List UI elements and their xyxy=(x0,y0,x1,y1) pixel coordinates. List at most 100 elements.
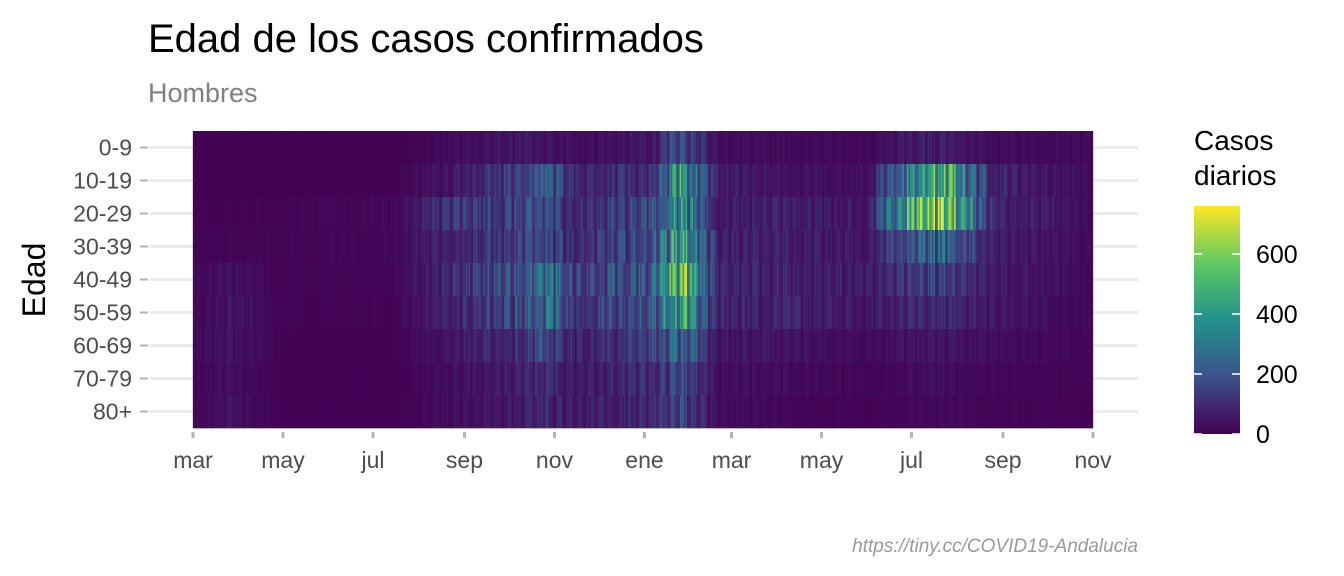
heatmap-cell xyxy=(271,164,273,198)
heatmap-cell xyxy=(619,362,622,396)
heatmap-cell xyxy=(392,362,394,396)
heatmap-cell xyxy=(898,164,900,198)
heatmap-cell xyxy=(623,131,626,165)
heatmap-cell xyxy=(917,329,920,363)
heatmap-cell xyxy=(561,329,564,363)
heatmap-cell xyxy=(710,164,713,198)
heatmap-cell xyxy=(307,263,310,297)
heatmap-cell xyxy=(425,164,428,198)
heatmap-cell xyxy=(785,329,788,363)
heatmap-cell xyxy=(998,362,1001,396)
heatmap-cell xyxy=(918,197,921,231)
heatmap-cell xyxy=(843,296,846,330)
heatmap-cell xyxy=(240,395,242,429)
heatmap-cell xyxy=(1086,164,1089,198)
heatmap-cell xyxy=(288,296,291,330)
heatmap-cell xyxy=(524,362,527,396)
heatmap-cell xyxy=(551,296,554,330)
heatmap-cell xyxy=(1001,230,1004,264)
heatmap-cell xyxy=(746,362,748,396)
heatmap-cell xyxy=(976,164,979,198)
heatmap-cell xyxy=(1051,263,1054,297)
heatmap-cell xyxy=(797,329,800,363)
heatmap-cell xyxy=(468,329,471,363)
heatmap-cell xyxy=(197,296,200,330)
heatmap-cell xyxy=(1008,164,1011,198)
heatmap-cell xyxy=(691,197,694,231)
heatmap-cell xyxy=(321,296,323,330)
heatmap-cell xyxy=(318,329,321,363)
heatmap-cell xyxy=(735,164,738,198)
heatmap-cell xyxy=(1001,362,1004,396)
heatmap-cell xyxy=(883,263,886,297)
heatmap-cell xyxy=(697,296,700,330)
heatmap-cell xyxy=(750,131,753,165)
heatmap-cell xyxy=(403,131,406,165)
heatmap-cell xyxy=(545,329,548,363)
heatmap-cell xyxy=(926,197,928,231)
heatmap-cell xyxy=(290,296,293,330)
heatmap-cell xyxy=(362,329,365,363)
heatmap-cell xyxy=(890,329,893,363)
heatmap-cell xyxy=(620,131,623,165)
heatmap-cell xyxy=(306,395,309,429)
heatmap-cell xyxy=(502,164,505,198)
heatmap-cell xyxy=(827,197,830,231)
heatmap-cell xyxy=(306,230,309,264)
heatmap-cell xyxy=(915,329,918,363)
heatmap-cell xyxy=(408,329,411,363)
heatmap-cell xyxy=(685,329,688,363)
heatmap-cell xyxy=(479,164,481,198)
heatmap-cell xyxy=(744,296,747,330)
heatmap-cell xyxy=(740,263,743,297)
heatmap-cell xyxy=(446,329,449,363)
heatmap-cell xyxy=(766,230,769,264)
heatmap-cell xyxy=(1073,131,1076,165)
heatmap-cell xyxy=(288,197,291,231)
heatmap-cell xyxy=(821,329,824,363)
heatmap-cell xyxy=(212,395,214,429)
heatmap-cell xyxy=(806,263,809,297)
heatmap-cell xyxy=(656,131,658,165)
heatmap-cell xyxy=(598,362,601,396)
heatmap-cell xyxy=(476,131,478,165)
heatmap-cell xyxy=(532,329,534,363)
heatmap-cell xyxy=(428,362,431,396)
heatmap-cell xyxy=(942,296,945,330)
heatmap-cell xyxy=(340,197,343,231)
heatmap-cell xyxy=(591,230,593,264)
heatmap-cell xyxy=(796,329,799,363)
heatmap-cell xyxy=(361,230,363,264)
heatmap-cell xyxy=(691,362,694,396)
heatmap-cell xyxy=(498,263,501,297)
heatmap-cell xyxy=(321,197,323,231)
heatmap-cell xyxy=(771,197,773,231)
heatmap-cell xyxy=(219,296,222,330)
heatmap-cell xyxy=(1055,197,1058,231)
heatmap-cell xyxy=(445,164,447,198)
heatmap-cell xyxy=(486,296,489,330)
heatmap-cell xyxy=(865,230,868,264)
heatmap-cell xyxy=(884,362,887,396)
heatmap-cell xyxy=(291,296,294,330)
heatmap-cell xyxy=(1067,230,1070,264)
heatmap-cell xyxy=(487,164,490,198)
heatmap-cell xyxy=(963,230,965,264)
heatmap-cell xyxy=(687,329,689,363)
heatmap-cell xyxy=(304,296,307,330)
heatmap-cell xyxy=(679,164,682,198)
heatmap-cell xyxy=(868,164,871,198)
heatmap-cell xyxy=(979,230,982,264)
heatmap-cell xyxy=(275,263,278,297)
heatmap-cell xyxy=(973,362,976,396)
heatmap-cell xyxy=(380,362,383,396)
heatmap-cell xyxy=(533,197,536,231)
heatmap-cell xyxy=(967,197,970,231)
heatmap-cell xyxy=(316,395,319,429)
heatmap-cell xyxy=(749,164,751,198)
heatmap-cell xyxy=(909,362,912,396)
heatmap-cell xyxy=(948,263,951,297)
heatmap-cell xyxy=(566,263,568,297)
heatmap-cell xyxy=(877,362,880,396)
heatmap-cell xyxy=(1004,296,1007,330)
